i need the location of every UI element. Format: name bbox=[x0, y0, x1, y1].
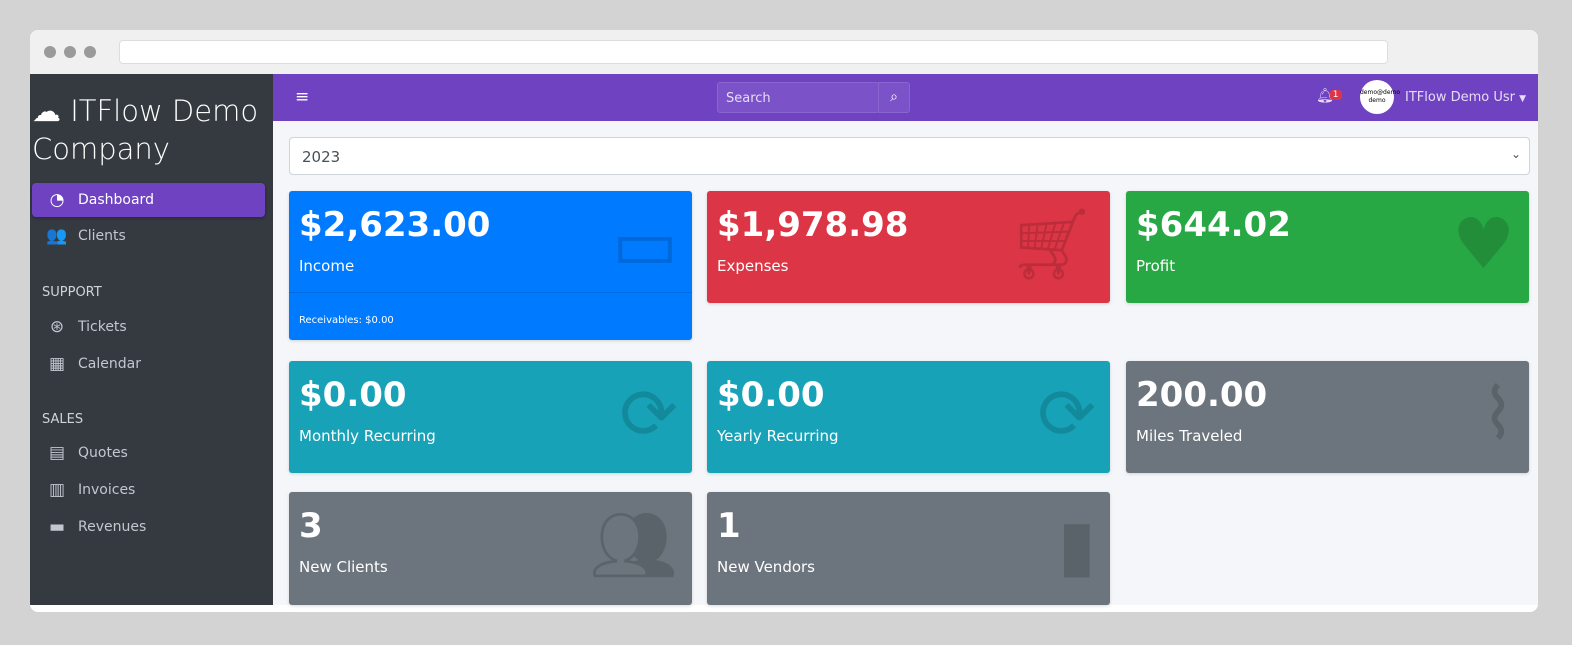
sidebar-item-revenues[interactable]: ▬ Revenues bbox=[32, 510, 265, 544]
stat-label: New Clients bbox=[299, 558, 388, 576]
stat-value: $1,978.98 bbox=[717, 205, 909, 245]
bell-icon: 🔔︎ bbox=[1316, 88, 1334, 104]
stat-card-new-vendors[interactable]: 1 New Vendors ▮ bbox=[707, 492, 1110, 605]
sync-icon: ⟳ bbox=[619, 373, 678, 455]
users-icon: 👥 bbox=[46, 226, 68, 246]
sidebar-item-calendar[interactable]: ▦ Calendar bbox=[32, 347, 265, 381]
stat-label: Expenses bbox=[717, 257, 789, 275]
sync-icon: ⟳ bbox=[1037, 373, 1096, 455]
section-header-support: SUPPORT bbox=[42, 285, 102, 300]
main-content: 2023 ⌄ $2,623.00 Income ▭ Receivables: $0.00… bbox=[273, 121, 1538, 605]
window-dot[interactable] bbox=[64, 46, 76, 58]
brand-link[interactable]: ☁ ITFlow Demo Company bbox=[32, 92, 272, 168]
sidebar-item-label: Tickets bbox=[78, 319, 127, 335]
sidebar-item-label: Quotes bbox=[78, 445, 128, 461]
sidebar-item-label: Revenues bbox=[78, 519, 147, 535]
route-icon: ⌇ bbox=[1480, 373, 1515, 455]
sidebar-item-clients[interactable]: 👥 Clients bbox=[32, 219, 265, 253]
year-select[interactable]: 2023 ⌄ bbox=[289, 137, 1530, 175]
browser-bar bbox=[30, 30, 1538, 74]
file-icon: ▤ bbox=[48, 443, 66, 463]
calendar-icon: ▦ bbox=[48, 354, 66, 374]
stat-card-miles-traveled[interactable]: 200.00 Miles Traveled ⌇ bbox=[1126, 361, 1529, 473]
users-icon: 👥︎ bbox=[589, 504, 678, 586]
stat-footer: Receivables: $0.00 bbox=[289, 292, 692, 340]
search-input[interactable]: Search bbox=[717, 82, 879, 113]
stat-value: $0.00 bbox=[717, 375, 825, 415]
life-ring-icon: ⊛ bbox=[49, 317, 65, 337]
stat-card-yearly-recurring[interactable]: $0.00 Yearly Recurring ⟳ bbox=[707, 361, 1110, 473]
sidebar-item-label: Dashboard bbox=[78, 192, 154, 208]
sidebar-item-label: Clients bbox=[78, 228, 126, 244]
user-menu[interactable]: ITFlow Demo Usr ▼ bbox=[1405, 90, 1526, 105]
credit-card-icon: ▬ bbox=[48, 517, 66, 537]
stat-card-profit[interactable]: $644.02 Profit ♥ bbox=[1126, 191, 1529, 303]
search-icon: ⌕ bbox=[890, 89, 898, 105]
address-bar[interactable] bbox=[119, 40, 1388, 64]
sidebar-item-label: Invoices bbox=[78, 482, 136, 498]
stat-label: Miles Traveled bbox=[1136, 427, 1243, 445]
stat-label: Income bbox=[299, 257, 355, 275]
year-value: 2023 bbox=[302, 148, 341, 166]
heart-icon: ♥ bbox=[1452, 203, 1515, 285]
stat-card-expenses[interactable]: $1,978.98 Expenses 🛒︎ bbox=[707, 191, 1110, 303]
window-dot[interactable] bbox=[84, 46, 96, 58]
sidebar-item-dashboard[interactable]: ◔ Dashboard bbox=[32, 183, 265, 217]
stat-label: New Vendors bbox=[717, 558, 815, 576]
stat-value: $2,623.00 bbox=[299, 205, 491, 245]
tachometer-icon: ◔ bbox=[49, 190, 65, 210]
brand-name: ITFlow Demo Company bbox=[32, 94, 259, 166]
file-invoice-icon: ▥ bbox=[48, 480, 66, 500]
chevron-down-icon: ⌄ bbox=[1510, 147, 1521, 161]
stat-label: Profit bbox=[1136, 257, 1176, 275]
user-name: ITFlow Demo Usr bbox=[1405, 90, 1515, 105]
section-header-sales: SALES bbox=[42, 412, 84, 427]
stat-value: 1 bbox=[717, 506, 741, 546]
search-button[interactable]: ⌕ bbox=[878, 82, 910, 113]
building-icon: ▮ bbox=[1057, 504, 1096, 586]
browser-window: ☁ ITFlow Demo Company ◔ Dashboard 👥 Client… bbox=[30, 30, 1538, 612]
stat-value: 200.00 bbox=[1136, 375, 1268, 415]
notification-badge: 1 bbox=[1329, 90, 1342, 100]
sidebar-item-label: Calendar bbox=[78, 356, 141, 372]
menu-toggle-icon[interactable]: ≡ bbox=[295, 87, 310, 107]
stat-card-monthly-recurring[interactable]: $0.00 Monthly Recurring ⟳ bbox=[289, 361, 692, 473]
stat-value: $0.00 bbox=[299, 375, 407, 415]
sidebar-item-quotes[interactable]: ▤ Quotes bbox=[32, 436, 265, 470]
avatar[interactable]: demo@demo demo bbox=[1360, 80, 1400, 114]
sidebar: ☁ ITFlow Demo Company ◔ Dashboard 👥 Client… bbox=[30, 74, 273, 605]
notifications-button[interactable]: 🔔︎1 bbox=[1316, 88, 1346, 104]
stat-label: Yearly Recurring bbox=[717, 427, 839, 445]
stat-card-new-clients[interactable]: 3 New Clients 👥︎ bbox=[289, 492, 692, 605]
top-navbar: ≡ Search ⌕ 🔔︎1 demo@demo demo ITFlow Dem… bbox=[273, 74, 1538, 121]
cloud-icon: ☁ bbox=[32, 94, 61, 128]
stat-label: Monthly Recurring bbox=[299, 427, 436, 445]
cart-icon: 🛒︎ bbox=[1007, 203, 1096, 285]
stat-value: 3 bbox=[299, 506, 323, 546]
stat-card-income[interactable]: $2,623.00 Income ▭ Receivables: $0.00 bbox=[289, 191, 692, 340]
stat-value: $644.02 bbox=[1136, 205, 1291, 245]
sidebar-item-invoices[interactable]: ▥ Invoices bbox=[32, 473, 265, 507]
caret-down-icon: ▼ bbox=[1519, 94, 1527, 104]
window-dot[interactable] bbox=[44, 46, 56, 58]
credit-card-icon: ▭ bbox=[611, 203, 678, 285]
sidebar-item-tickets[interactable]: ⊛ Tickets bbox=[32, 310, 265, 344]
